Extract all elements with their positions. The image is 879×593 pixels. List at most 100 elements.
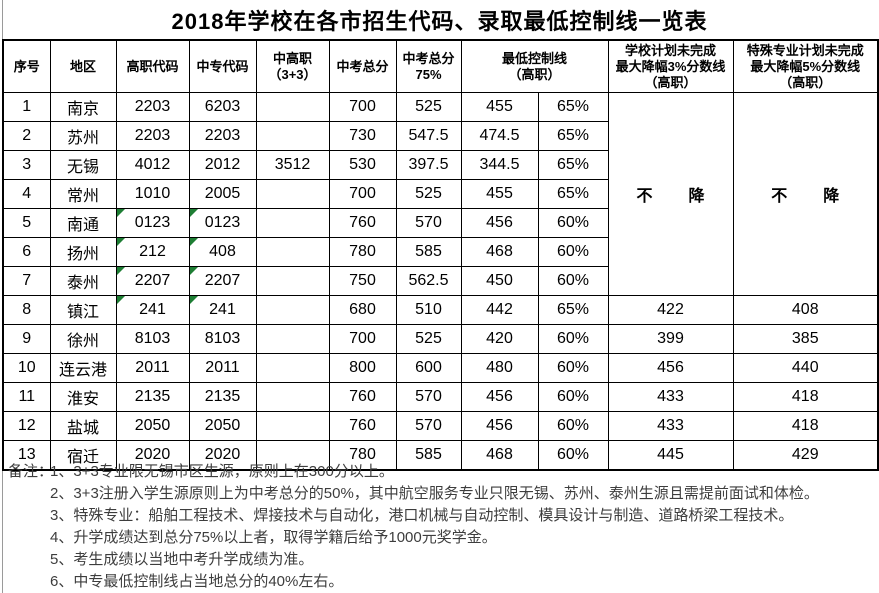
zhongkao-75pct-cell: 600	[395, 353, 462, 383]
school-plan-nodrop-cell: 不 降	[607, 92, 734, 296]
notes-label: 备注：	[8, 463, 54, 480]
gaozhi-code-cell: 2203	[115, 121, 190, 151]
zhongkao-total-cell: 750	[328, 266, 397, 296]
column-header: 高职代码	[115, 39, 190, 93]
zhonggaozhi-code-cell	[255, 237, 330, 267]
special-plan-nodrop-cell: 不 降	[732, 92, 879, 296]
column-header: 特殊专业计划未完成 最大降幅5%分数线 （高职）	[732, 39, 879, 93]
column-header-line: （高职）	[508, 66, 561, 82]
table-row: 5 南通 0123 0123 760 570 456 60%	[2, 208, 878, 238]
zhongzhuan-code-cell: 2135	[188, 382, 257, 412]
school-plan-line-cell: 433	[607, 411, 734, 441]
region-cell: 苏州	[49, 121, 117, 151]
note-line: 6、中专最低控制线占当地总分的40%左右。	[50, 573, 344, 590]
zhongkao-75pct-cell: 570	[395, 411, 462, 441]
notes-section: 备注： 1、3+3专业限无锡市区生源，原则上在300分以上。 2、3+3注册入学生…	[8, 461, 872, 593]
zhongzhuan-code-cell: 241	[188, 295, 257, 325]
min-control-line-cell: 442	[460, 295, 539, 325]
number-stored-as-text-flag-icon	[117, 238, 125, 246]
gaozhi-code-cell: 2020	[115, 440, 190, 471]
row-number-cell: 5	[2, 208, 51, 238]
table-row: 11 淮安 2135 2135 760 570 456 60% 433 418	[2, 382, 879, 412]
zhongkao-total-cell: 780	[328, 440, 397, 471]
table-row: 6 扬州 212 408 780 585 468 60%	[2, 237, 878, 267]
column-header-line: 最大降幅5%分数线	[750, 58, 861, 74]
gaozhi-code-cell: 2135	[115, 382, 190, 412]
zhonggaozhi-code-cell	[255, 295, 330, 325]
row-number-cell: 1	[2, 92, 51, 122]
min-control-pct-cell: 65%	[537, 92, 609, 122]
zhongzhuan-code-cell: 2020	[188, 440, 257, 471]
table-row: 13 宿迁 2020 2020 780 585 468 60% 445 429	[2, 440, 879, 471]
special-plan-line-cell: 440	[732, 353, 879, 383]
region-cell: 南通	[49, 208, 117, 238]
column-header-line: 75%	[415, 66, 442, 82]
number-stored-as-text-flag-icon	[117, 296, 125, 304]
page-title: 2018年学校在各市招生代码、录取最低控制线一览表	[171, 8, 708, 34]
zhonggaozhi-code-cell	[255, 324, 330, 354]
zhongzhuan-code-cell: 6203	[188, 92, 257, 122]
min-control-line-cell: 344.5	[460, 150, 539, 180]
zhongzhuan-code-cell: 2011	[188, 353, 257, 383]
zhongkao-total-cell: 700	[328, 179, 397, 209]
zhongzhuan-code-cell: 2050	[188, 411, 257, 441]
column-header-line: 地区	[69, 58, 96, 74]
zhonggaozhi-code-cell	[255, 382, 330, 412]
zhongzhuan-code-cell: 2207	[188, 266, 257, 296]
zhonggaozhi-code-cell	[255, 92, 330, 122]
zhongkao-total-cell: 700	[328, 324, 397, 354]
gaozhi-code-cell: 241	[115, 295, 190, 325]
row-number-cell: 9	[2, 324, 51, 354]
note-line: 3、特殊专业：船舶工程技术、焊接技术与自动化，港口机械与自动控制、模具设计与制造…	[50, 507, 794, 524]
column-header: 中高职 （3+3）	[255, 39, 330, 93]
column-header: 中考总分 75%	[395, 39, 462, 93]
min-control-pct-cell: 60%	[537, 237, 609, 267]
table-row: 3 无锡 4012 2012 3512 530 397.5 344.5 65%	[2, 150, 878, 180]
note-line: 1、3+3专业限无锡市区生源，原则上在300分以上。	[50, 463, 394, 480]
column-header-line: 中高职	[272, 50, 312, 66]
zhongkao-total-cell: 530	[328, 150, 397, 180]
gaozhi-code-cell: 2011	[115, 353, 190, 383]
table-body: 1 南京 2203 6203 700 525 455 65% 不 降不 降 2 苏州 2203 2203…	[2, 92, 879, 471]
school-plan-line-cell: 399	[607, 324, 734, 354]
number-stored-as-text-flag-icon	[117, 267, 125, 275]
min-control-pct-cell: 60%	[537, 266, 609, 296]
row-number-cell: 3	[2, 150, 51, 180]
column-header-line: （高职）	[644, 74, 697, 90]
school-plan-line-cell: 445	[607, 440, 734, 471]
gaozhi-code-cell: 2203	[115, 92, 190, 122]
column-header: 学校计划未完成 最大降幅3%分数线 （高职）	[607, 39, 734, 93]
column-header-line: 高职代码	[126, 58, 179, 74]
table-row: 1 南京 2203 6203 700 525 455 65% 不 降不 降	[2, 92, 879, 296]
min-control-pct-cell: 60%	[537, 208, 609, 238]
zhongzhuan-code-cell: 2012	[188, 150, 257, 180]
row-number-cell: 12	[2, 411, 51, 441]
table-header: 序号 地区 高职代码 中专代码 中高职 （3+3） 中考总分 中考总分 75% 最低控制线 （高职）…	[2, 39, 879, 93]
admission-table: 序号 地区 高职代码 中专代码 中高职 （3+3） 中考总分 中考总分 75% 最低控制线 （高职）…	[2, 39, 879, 471]
region-cell: 连云港	[49, 353, 117, 383]
zhongkao-75pct-cell: 397.5	[395, 150, 462, 180]
row-number-cell: 13	[2, 440, 51, 471]
column-header-line: 最大降幅3%分数线	[615, 58, 726, 74]
zhongkao-75pct-cell: 525	[395, 324, 462, 354]
gaozhi-code-cell: 0123	[115, 208, 190, 238]
zhonggaozhi-code-cell	[255, 121, 330, 151]
school-plan-line-cell: 433	[607, 382, 734, 412]
table-row: 4 常州 1010 2005 700 525 455 65%	[2, 179, 878, 209]
zhongzhuan-code-cell: 0123	[188, 208, 257, 238]
column-header: 中专代码	[188, 39, 257, 93]
zhonggaozhi-code-cell	[255, 411, 330, 441]
zhongkao-75pct-cell: 525	[395, 92, 462, 122]
zhongkao-total-cell: 780	[328, 237, 397, 267]
gaozhi-code-cell: 212	[115, 237, 190, 267]
region-cell: 镇江	[49, 295, 117, 325]
zhongkao-75pct-cell: 525	[395, 179, 462, 209]
row-number-cell: 4	[2, 179, 51, 209]
zhongkao-total-cell: 760	[328, 382, 397, 412]
region-cell: 淮安	[49, 382, 117, 412]
column-header-line: 序号	[13, 58, 40, 74]
column-header-line: 最低控制线	[502, 50, 568, 66]
special-plan-line-cell: 385	[732, 324, 879, 354]
min-control-pct-cell: 60%	[537, 411, 609, 441]
min-control-line-cell: 474.5	[460, 121, 539, 151]
